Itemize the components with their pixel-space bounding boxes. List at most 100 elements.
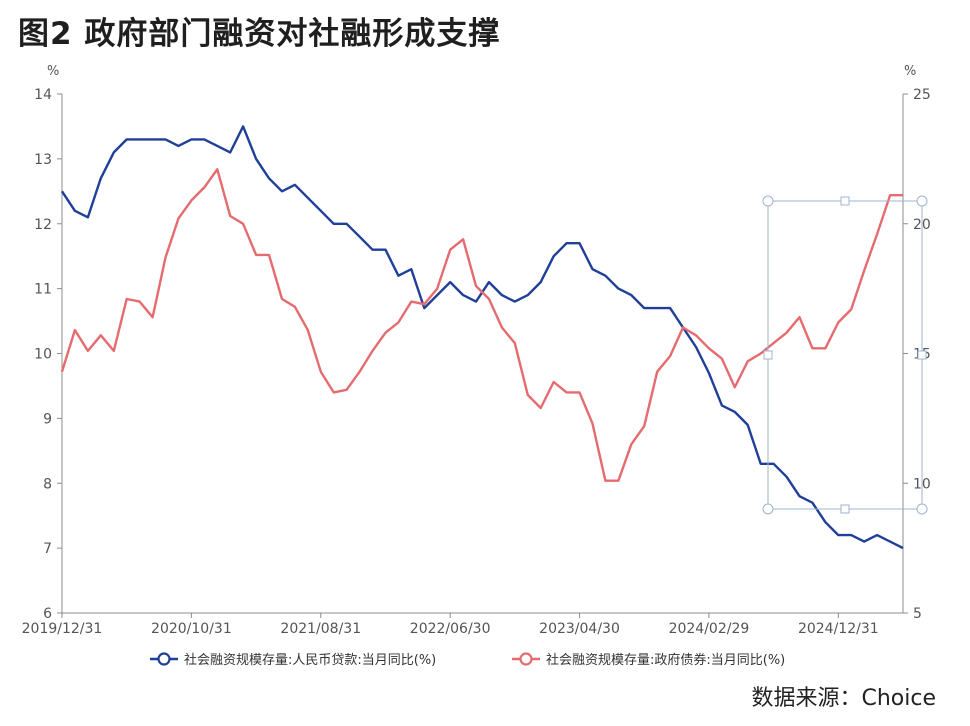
series-1-point: [540, 281, 542, 283]
series-1-point: [165, 138, 167, 140]
series-1-point: [113, 151, 115, 153]
y-right-unit: %: [904, 64, 916, 79]
series-2-point: [773, 342, 775, 344]
series-2-point: [372, 350, 374, 352]
series-1-point: [216, 145, 218, 147]
series-1-point: [604, 275, 606, 277]
series-2-point: [177, 218, 179, 220]
series-1-point: [410, 268, 412, 270]
series-1-point: [242, 125, 244, 127]
series-2-point: [721, 358, 723, 360]
series-2-point: [591, 423, 593, 425]
series-1-point: [229, 151, 231, 153]
selection-edge-handle[interactable]: [763, 350, 773, 360]
series-1-point: [307, 197, 309, 199]
series-2-point: [436, 288, 438, 290]
selection-box[interactable]: [762, 195, 928, 515]
series-1-point: [177, 145, 179, 147]
series-1-point: [773, 463, 775, 465]
series-2-point: [811, 347, 813, 349]
series-1-point: [126, 138, 128, 140]
series-2-point: [100, 334, 102, 336]
series-2-point: [139, 301, 141, 303]
series-2-point: [281, 298, 283, 300]
x-tick-label: 2023/04/30: [539, 621, 620, 637]
selection-corner-handle[interactable]: [916, 195, 928, 207]
selection-edge-handle[interactable]: [840, 196, 850, 206]
series-2-point: [643, 425, 645, 427]
series-1-point: [139, 138, 141, 140]
series-2-point: [87, 350, 89, 352]
series-1-point: [566, 242, 568, 244]
series-2-point: [423, 303, 425, 305]
series-2-point: [242, 223, 244, 225]
y-left-tick-label: 13: [34, 152, 52, 168]
series-2-point: [566, 391, 568, 393]
series-1-point: [760, 463, 762, 465]
series-1-point: [837, 534, 839, 536]
series-2-point: [824, 347, 826, 349]
series-2-point: [876, 233, 878, 235]
series-1-point: [333, 223, 335, 225]
series-1-point: [320, 210, 322, 212]
series-2-point: [630, 443, 632, 445]
selection-corner-handle[interactable]: [762, 195, 774, 207]
series-1-point: [579, 242, 581, 244]
y-left-tick-label: 10: [34, 347, 52, 363]
x-tick-label: 2022/06/30: [410, 621, 491, 637]
series-2-point: [61, 371, 63, 373]
selection-corner-handle[interactable]: [916, 503, 928, 515]
series-2-point: [320, 371, 322, 373]
y-left-tick-label: 8: [43, 476, 52, 492]
series-1-point: [61, 190, 63, 192]
series-2-point: [656, 371, 658, 373]
series-1-point: [74, 210, 76, 212]
selection-rect: [767, 200, 923, 510]
series-2-point: [307, 329, 309, 331]
series-1-point: [889, 541, 891, 543]
y-left-tick-label: 14: [34, 87, 52, 103]
selection-edge-handle[interactable]: [840, 504, 850, 514]
series-2-point: [747, 360, 749, 362]
series-1-point: [656, 307, 658, 309]
legend-label-1[interactable]: 社会融资规模存量:人民币贷款:当月同比(%): [184, 652, 436, 668]
series-2-point: [889, 194, 891, 196]
series-1-point: [553, 255, 555, 257]
y-left-tick-label: 11: [34, 282, 52, 298]
legend-label-2[interactable]: 社会融资规模存量:政府债券:当月同比(%): [546, 652, 785, 668]
series-2-point: [540, 407, 542, 409]
series-2-point: [229, 215, 231, 217]
series-2-point: [397, 321, 399, 323]
series-2-point: [863, 269, 865, 271]
series-2-point: [255, 254, 257, 256]
series-1-point: [747, 424, 749, 426]
series-line-2: [60, 168, 903, 482]
selection-edge-handle[interactable]: [917, 350, 927, 360]
y-left-tick-label: 6: [43, 606, 52, 622]
y-left-tick-label: 7: [43, 541, 52, 557]
series-1-point: [268, 177, 270, 179]
x-tick-label: 2024/12/31: [798, 621, 879, 637]
series-1-point: [488, 281, 490, 283]
y-right-tick-label: 5: [913, 606, 922, 622]
series-2-point: [527, 394, 529, 396]
figure-title: 图2 政府部门融资对社融形成支撑: [18, 16, 501, 52]
series-1-point: [734, 411, 736, 413]
series-1-point: [786, 476, 788, 478]
series-2-point: [734, 386, 736, 388]
series-2-point: [126, 298, 128, 300]
series-2-point: [579, 391, 581, 393]
x-tick-label: 2020/10/31: [151, 621, 232, 637]
series-2-point: [837, 321, 839, 323]
selection-corner-handle[interactable]: [762, 503, 774, 515]
series-1-point: [423, 307, 425, 309]
series-2-point: [501, 327, 503, 329]
series-2-point: [669, 355, 671, 357]
series-1-point: [527, 294, 529, 296]
series-2-point: [294, 306, 296, 308]
series-1-point: [591, 268, 593, 270]
x-tick-label: 2019/12/31: [22, 621, 103, 637]
series-1-point: [436, 294, 438, 296]
series-2-point: [475, 285, 477, 287]
series-2-point: [850, 308, 852, 310]
